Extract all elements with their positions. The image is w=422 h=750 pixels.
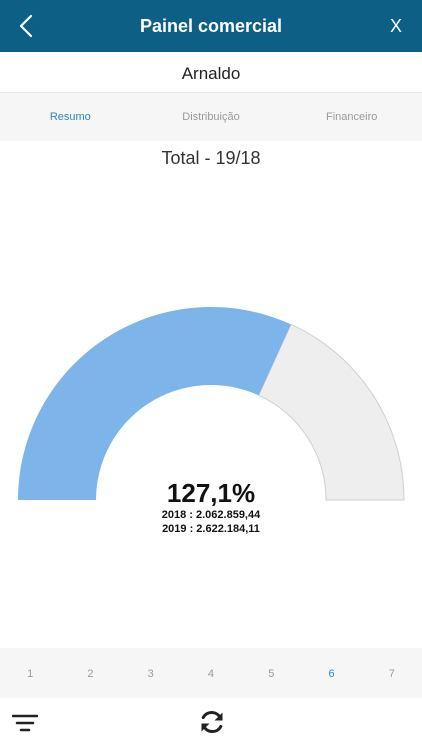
page-7[interactable]: 7 [388, 668, 395, 680]
summary-title: Total - 19/18 [161, 148, 261, 168]
value-2018: 2018 : 2.062.859,44 [161, 509, 261, 521]
page-title: Painel comercial [139, 16, 283, 36]
percent-value: 127,1% [166, 478, 256, 508]
page-5[interactable]: 5 [268, 668, 275, 680]
tab-financeiro[interactable]: Financeiro [326, 111, 378, 123]
gauge-remaining-arc [257, 323, 405, 501]
tab-resumo[interactable]: Resumo [49, 111, 91, 123]
page-1[interactable]: 1 [27, 668, 34, 680]
close-button[interactable]: X [389, 16, 402, 36]
tab-bar: Resumo Distribuição Financeiro [0, 93, 422, 141]
gauge-filled-arc [18, 307, 291, 500]
page-6[interactable]: 6 [328, 668, 335, 680]
chevron-left-icon [19, 14, 33, 38]
page-3[interactable]: 3 [147, 668, 154, 680]
page-2[interactable]: 2 [87, 668, 94, 680]
app-header: Painel comercial X [0, 0, 422, 52]
refresh-icon[interactable] [198, 708, 226, 736]
page-4[interactable]: 4 [207, 668, 215, 680]
bottom-toolbar [0, 698, 422, 750]
gauge-chart [18, 307, 405, 501]
filter-icon[interactable] [12, 710, 38, 736]
value-2019: 2019 : 2.622.184,11 [162, 523, 260, 535]
tab-distribuicao[interactable]: Distribuição [182, 111, 240, 123]
pager: 1 2 3 4 5 6 7 [0, 648, 422, 698]
back-button[interactable] [12, 12, 40, 40]
user-name: Arnaldo [0, 52, 422, 93]
